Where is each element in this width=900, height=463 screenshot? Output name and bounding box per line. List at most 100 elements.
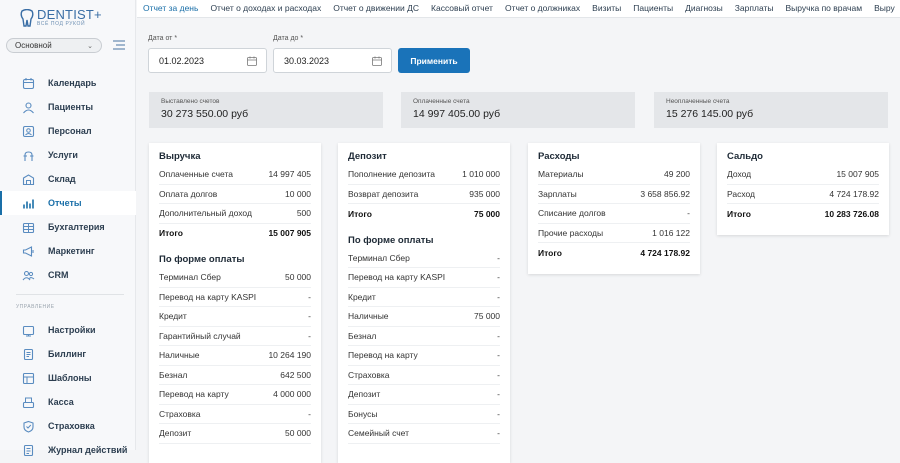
sidebar-item-services[interactable]: Услуги <box>0 143 136 167</box>
summary-value: 30 273 550.00 руб <box>161 108 249 120</box>
report-tabs: Отчет за день Отчет о доходах и расходах О… <box>137 0 900 18</box>
row-label: Наличные <box>159 350 200 361</box>
patients-icon <box>22 101 35 114</box>
sidebar-item-settings[interactable]: Настройки <box>0 318 136 342</box>
branch-select[interactable]: Основной ⌄ <box>6 38 102 53</box>
summary-invoiced: Выставлено счетов 30 273 550.00 руб <box>149 92 383 128</box>
row-label: Дополнительный доход <box>159 208 252 219</box>
sidebar-item-label: Услуги <box>48 150 78 160</box>
row-label: Безнал <box>348 330 377 341</box>
tab-report[interactable]: Отчет о должниках <box>504 3 581 13</box>
tab-report[interactable]: Кассовый отчет <box>431 3 493 13</box>
sidebar-item-staff[interactable]: Персонал <box>0 119 136 143</box>
billing-icon <box>22 348 35 361</box>
row-value: 14 997 405 <box>268 169 311 180</box>
row-value: - <box>308 408 311 419</box>
table-row: Перевод на карту KASPI - <box>159 288 311 307</box>
table-row: Перевод на карту KASPI - <box>348 268 500 288</box>
row-label: Расход <box>727 188 756 199</box>
table-row: Доход 15 007 905 <box>727 165 879 185</box>
services-icon <box>22 149 35 162</box>
date-from-field[interactable]: 01.02.2023 <box>148 48 267 73</box>
row-value: 15 007 905 <box>268 228 311 239</box>
table-row: Безнал - <box>348 327 500 346</box>
row-value: - <box>497 291 500 302</box>
logo[interactable]: DENTIST+ ВСЁ ПОД РУКОЙ <box>20 8 102 27</box>
tab-report[interactable]: Пациенты <box>633 3 674 13</box>
sidebar-item-insurance[interactable]: Страховка <box>0 414 136 438</box>
table-row: Дополнительный доход 500 <box>159 204 311 224</box>
row-value: 642 500 <box>280 369 311 380</box>
sidebar-item-warehouse[interactable]: Склад <box>0 167 136 191</box>
row-value: 10 264 190 <box>268 350 311 361</box>
table-row: Терминал Сбер - <box>348 249 500 268</box>
row-label: Возврат депозита <box>348 188 419 199</box>
row-label: Терминал Сбер <box>159 272 221 283</box>
staff-icon <box>22 125 35 138</box>
row-value: 4 724 178.92 <box>640 247 690 258</box>
row-label: Терминал Сбер <box>348 252 410 263</box>
tab-report[interactable]: Отчет о движении ДС <box>333 3 420 13</box>
card-title: Депозит <box>348 151 387 162</box>
row-label: Страховка <box>348 369 390 380</box>
date-to-value: 30.03.2023 <box>284 56 330 66</box>
tab-report[interactable]: Отчет за день <box>137 0 204 17</box>
row-label: Пополнение депозита <box>348 169 435 180</box>
sidebar-item-label: Биллинг <box>48 349 87 359</box>
table-row: Гарантийный случай - <box>159 327 311 346</box>
row-value: - <box>497 428 500 439</box>
tab-report[interactable]: Отчет о доходах и расходах <box>210 3 322 13</box>
sidebar-item-log[interactable]: Журнал действий <box>0 438 136 462</box>
sidebar-item-marketing[interactable]: Маркетинг <box>0 239 136 263</box>
card-title: Расходы <box>538 151 580 162</box>
row-value: 3 658 856.92 <box>640 188 690 199</box>
sidebar-item-calendar[interactable]: Календарь <box>0 71 136 95</box>
row-label: Материалы <box>538 169 584 180</box>
sidebar-item-billing[interactable]: Биллинг <box>0 342 136 366</box>
row-value: 500 <box>296 208 311 219</box>
table-row: Зарплаты 3 658 856.92 <box>538 185 690 204</box>
logo-text: DENTIST+ ВСЁ ПОД РУКОЙ <box>37 8 102 27</box>
row-value: 1 010 000 <box>462 169 500 180</box>
table-row: Терминал Сбер 50 000 <box>159 268 311 288</box>
tab-report[interactable]: Выручка по врачам <box>785 3 863 13</box>
sidebar-item-label: Склад <box>48 174 76 184</box>
table-row: Страховка - <box>348 366 500 385</box>
tab-report[interactable]: Зарплаты <box>734 3 774 13</box>
admin-nav: Настройки Биллинг Шаблоны Касса Страховка Жур… <box>0 318 136 462</box>
sidebar-item-cashbox[interactable]: Касса <box>0 390 136 414</box>
sidebar-item-crm[interactable]: CRM <box>0 263 136 287</box>
table-row: Списание долгов - <box>538 204 690 224</box>
settings-icon <box>22 324 35 337</box>
row-label: Безнал <box>159 369 188 380</box>
table-row: Семейный счет - <box>348 424 500 444</box>
row-label: Итого <box>538 247 562 258</box>
reports-icon <box>22 197 35 210</box>
menu-collapse-icon[interactable] <box>112 39 126 51</box>
calendar-icon <box>247 56 257 66</box>
date-to-field[interactable]: 30.03.2023 <box>273 48 392 73</box>
row-label: Страховка <box>159 408 201 419</box>
tab-report[interactable]: Диагнозы <box>685 3 723 13</box>
summary-paid: Оплаченные счета 14 997 405.00 руб <box>401 92 635 128</box>
card-title: Выручка <box>159 151 201 162</box>
date-from-value: 01.02.2023 <box>159 56 205 66</box>
row-label: Гарантийный случай <box>159 330 241 341</box>
table-row: Кредит - <box>348 288 500 307</box>
sidebar-item-patients[interactable]: Пациенты <box>0 95 136 119</box>
tab-report[interactable]: Выру <box>874 3 895 13</box>
sidebar-item-templates[interactable]: Шаблоны <box>0 366 136 390</box>
accounting-icon <box>22 221 35 234</box>
table-row: Депозит - <box>348 385 500 405</box>
row-value: - <box>497 252 500 263</box>
total-row: Итого 4 724 178.92 <box>538 243 690 263</box>
row-value: 935 000 <box>469 188 500 199</box>
main-nav: Календарь Пациенты Персонал Услуги Склад Отче… <box>0 71 136 287</box>
sidebar-item-label: Календарь <box>48 78 97 88</box>
apply-button[interactable]: Применить <box>398 48 470 73</box>
sidebar-item-reports[interactable]: Отчеты <box>0 191 136 215</box>
sidebar-item-accounting[interactable]: Бухгалтерия <box>0 215 136 239</box>
row-value: 75 000 <box>474 311 500 322</box>
table-row: Материалы 49 200 <box>538 165 690 185</box>
tab-report[interactable]: Визиты <box>592 3 622 13</box>
